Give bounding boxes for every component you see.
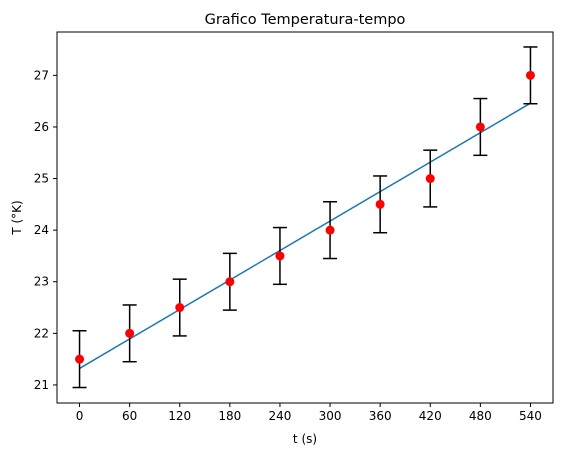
y-tick-label-22: 22: [34, 326, 49, 340]
x-tick-label-420: 420: [419, 409, 442, 423]
x-tick-label-180: 180: [218, 409, 241, 423]
data-point-480: [475, 122, 485, 132]
x-axis-label: t (s): [293, 432, 317, 446]
data-point-240: [275, 251, 285, 261]
x-tick-label-540: 540: [519, 409, 542, 423]
y-axis-label: T (°K): [10, 200, 24, 235]
data-point-300: [325, 225, 335, 235]
fit-line: [79, 102, 531, 370]
data-point-60: [125, 328, 135, 338]
data-point-180: [225, 277, 235, 287]
x-tick-label-480: 480: [469, 409, 492, 423]
data-point-360: [375, 199, 385, 209]
x-tick-label-240: 240: [268, 409, 291, 423]
chart-title: Grafico Temperatura-tempo: [205, 12, 406, 28]
x-tick-label-0: 0: [76, 409, 84, 423]
data-point-420: [425, 174, 435, 184]
x-tick-label-300: 300: [319, 409, 342, 423]
y-tick-label-25: 25: [34, 172, 49, 186]
y-tick-label-27: 27: [34, 68, 49, 82]
data-point-120: [175, 303, 185, 313]
y-tick-label-24: 24: [34, 223, 49, 237]
data-point-0: [75, 354, 85, 364]
data-point-540: [525, 70, 535, 80]
y-tick-label-21: 21: [34, 378, 49, 392]
plot-frame: [56, 31, 554, 404]
y-tick-label-23: 23: [34, 275, 49, 289]
y-tick-label-26: 26: [34, 120, 49, 134]
x-tick-label-60: 60: [122, 409, 137, 423]
x-tick-label-120: 120: [168, 409, 191, 423]
x-tick-label-360: 360: [369, 409, 392, 423]
